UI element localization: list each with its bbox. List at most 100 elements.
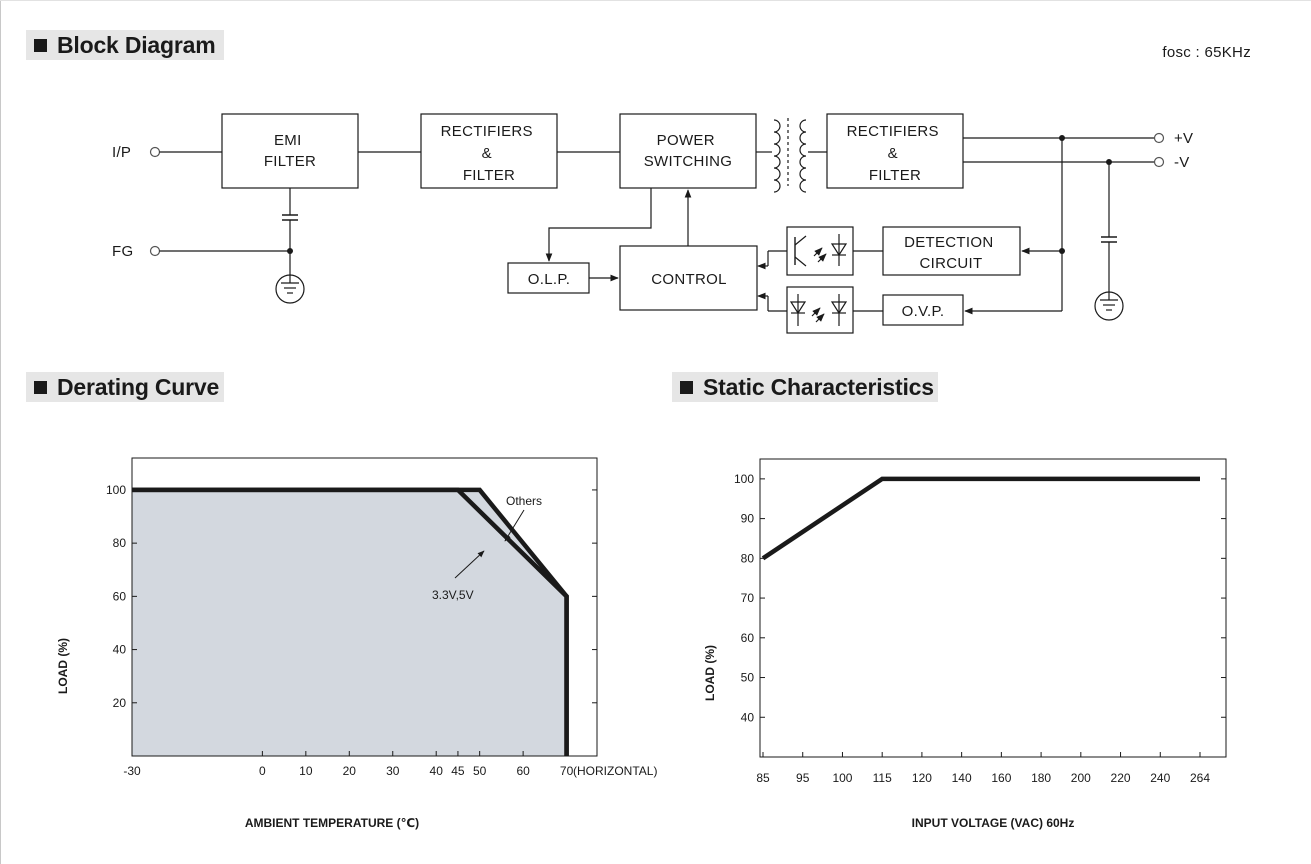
y-tick-label: 70	[741, 591, 755, 605]
static-xlabel: INPUT VOLTAGE (VAC) 60Hz	[912, 816, 1075, 830]
derating-chart: -30 0 10 20 30 40 45 50 60 70 20 40 60 80 100 Others 3…	[56, 457, 657, 830]
x-tick-label: 45	[451, 764, 465, 778]
y-tick-label: 60	[113, 589, 127, 603]
rectifiers-input-line-1: RECTIFIERS	[441, 123, 533, 140]
x-tick-label: 20	[343, 764, 357, 778]
detection-line-1: DETECTION	[904, 234, 993, 251]
emi-filter-line-2: FILTER	[264, 153, 316, 170]
terminal-vplus-label: +V	[1174, 130, 1193, 147]
x-axis-note: (HORIZONTAL)	[573, 764, 657, 778]
x-tick-label: 140	[952, 771, 972, 785]
y-tick-label: 40	[113, 643, 127, 657]
section-header-derating-curve: Derating Curve	[26, 372, 224, 402]
section-header-static-characteristics: Static Characteristics	[672, 372, 938, 402]
x-tick-label: 120	[912, 771, 932, 785]
terminal-fg-icon	[149, 245, 161, 257]
page-border-left	[0, 0, 1, 864]
derating-xlabel: AMBIENT TEMPERATURE (℃)	[245, 816, 419, 830]
ground-icon	[275, 274, 305, 304]
square-bullet-icon	[34, 38, 47, 52]
x-tick-label: 40	[430, 764, 444, 778]
annotation-3v3-5v-arrow	[454, 550, 485, 579]
svg-text:POWER SWITCHING: POWER SWITCHING	[644, 132, 733, 170]
x-tick-label: 85	[756, 771, 770, 785]
terminal-ip-icon	[149, 146, 161, 158]
static-plot-frame	[759, 458, 1227, 758]
square-bullet-icon	[680, 380, 693, 394]
power-switching-line-2: SWITCHING	[644, 153, 733, 170]
y-tick-label: 60	[741, 631, 755, 645]
x-tick-label: 160	[991, 771, 1011, 785]
y-tick-label: 80	[113, 536, 127, 550]
derating-plot-frame	[131, 457, 598, 757]
olp-label: O.L.P.	[528, 271, 570, 288]
x-tick-label: 180	[1031, 771, 1051, 785]
x-tick-label: 240	[1150, 771, 1170, 785]
block-diagram: fosc : 65KHz I/P FG EMI FILTER	[112, 44, 1251, 334]
fosc-label: fosc : 65KHz	[1162, 44, 1251, 61]
emi-filter-block	[221, 113, 359, 189]
annotation-3v3-5v: 3.3V,5V	[432, 588, 474, 602]
annotation-others: Others	[506, 494, 542, 508]
x-tick-label: 0	[259, 764, 266, 778]
derating-area	[132, 489, 567, 756]
terminal-fg-label: FG	[112, 243, 133, 260]
x-tick-label: 70	[560, 764, 574, 778]
section-title: Derating Curve	[57, 373, 220, 400]
ground-icon	[1094, 291, 1124, 321]
x-tick-label: 115	[873, 771, 892, 785]
ovp-block	[882, 294, 964, 326]
optocoupler-lower-icon	[767, 286, 854, 334]
y-tick-label: 20	[113, 696, 127, 710]
x-tick-label: 100	[832, 771, 852, 785]
emi-filter-line-1: EMI	[274, 132, 302, 149]
power-switching-line-1: POWER	[657, 132, 715, 149]
rectifiers-filter-output-block	[826, 113, 964, 189]
rectifiers-input-line-3: FILTER	[463, 167, 515, 184]
terminal-vminus-label: -V	[1174, 154, 1190, 171]
power-switching-block	[619, 113, 757, 189]
terminal-vplus-icon	[1153, 132, 1165, 144]
svg-text:RECTIFIERS & FILTE: RECTIFIERS & FILTER	[441, 123, 538, 184]
y-tick-label: 90	[741, 512, 755, 526]
square-bullet-icon	[34, 380, 47, 394]
svg-text:RECTIFIERS & FILTE: RECTIFIERS & FILTER	[847, 123, 944, 184]
y-tick-label: 100	[106, 483, 126, 497]
derating-ylabel: LOAD (%)	[56, 638, 70, 694]
junction-dot	[287, 248, 293, 254]
x-tick-label: 30	[386, 764, 400, 778]
rectifiers-output-line-3: FILTER	[869, 167, 921, 184]
x-tick-label: -30	[123, 764, 141, 778]
rectifiers-output-line-2: &	[888, 145, 898, 162]
y-tick-label: 40	[741, 710, 755, 724]
ovp-label: O.V.P.	[902, 303, 945, 320]
svg-text:DETECTION CIRCUIT: DETECTION CIRCUIT	[904, 234, 998, 272]
page-border-top	[0, 0, 1311, 1]
annotation-others-arrow	[504, 509, 525, 542]
x-tick-label: 95	[796, 771, 810, 785]
x-tick-label: 200	[1071, 771, 1091, 785]
derating-line-3v3-5v	[132, 487, 569, 756]
terminal-ip-label: I/P	[112, 144, 131, 161]
terminal-vminus-icon	[1153, 156, 1165, 168]
transformer-icon	[756, 118, 827, 193]
rectifiers-filter-input-block	[420, 113, 558, 189]
y-tick-label: 80	[741, 551, 755, 565]
static-chart: 85 95 100 115 120 140 160 180 200 220 240 264 40 50 60…	[703, 458, 1227, 830]
rectifiers-output-line-1: RECTIFIERS	[847, 123, 939, 140]
svg-text:EMI FILTER: EMI FILTER	[264, 132, 316, 170]
optocoupler-upper-icon	[767, 226, 854, 276]
section-title: Static Characteristics	[703, 373, 934, 400]
section-title: Block Diagram	[57, 31, 216, 58]
static-ylabel: LOAD (%)	[703, 645, 717, 701]
static-line	[761, 476, 1200, 561]
y-tick-label: 50	[741, 671, 755, 685]
x-tick-label: 60	[516, 764, 530, 778]
control-label: CONTROL	[651, 271, 726, 288]
x-tick-label: 50	[473, 764, 487, 778]
section-header-block-diagram: Block Diagram	[26, 30, 224, 60]
detection-line-2: CIRCUIT	[920, 255, 983, 272]
y-tick-label: 100	[734, 472, 754, 486]
x-tick-label: 220	[1111, 771, 1131, 785]
